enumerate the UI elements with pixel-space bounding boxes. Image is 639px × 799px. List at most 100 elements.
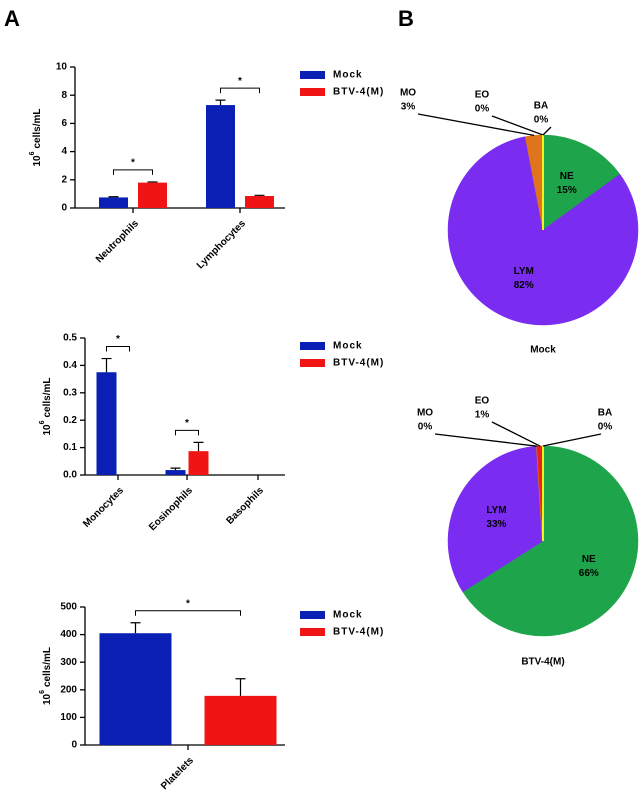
significance-label: * [238, 76, 242, 87]
bar [138, 182, 167, 208]
y-label-exponent: 6 [29, 151, 36, 155]
slice-value-label: 0% [534, 115, 549, 126]
pie-slice [542, 134, 621, 231]
slice-value-label: 66% [579, 568, 599, 579]
significance-bracket [106, 346, 130, 352]
error-bar [130, 622, 141, 634]
error-bar [193, 441, 204, 452]
y-tick-label: 0.4 [63, 360, 77, 371]
legend-swatch [300, 611, 325, 619]
y-tick-label: 0.5 [63, 333, 77, 344]
legend-label: Mock [333, 70, 363, 81]
slice-value-label: 1% [475, 410, 490, 421]
significance-bracket [135, 610, 241, 616]
leader-line [434, 433, 538, 447]
y-tick-label: 4 [61, 146, 67, 157]
y-tick-label: 10 [56, 62, 68, 73]
pie-slice [447, 445, 544, 593]
slice-category: NE [560, 171, 574, 182]
bar [96, 372, 117, 475]
slice-category: MO [400, 88, 416, 99]
bar [245, 196, 274, 208]
y-label-unit: cells/mL [32, 108, 43, 148]
legend-swatch [300, 88, 325, 96]
x-tick-label: Eosinophils [147, 485, 195, 533]
error-bar [235, 678, 246, 696]
y-tick-label: 300 [60, 657, 77, 668]
legend-label: BTV-4(M) [333, 358, 384, 369]
error-bar [147, 181, 158, 183]
pie-title: BTV-4(M) [521, 657, 564, 668]
y-tick-label: 0.1 [63, 442, 77, 453]
significance-label: * [131, 158, 135, 169]
y-tick-label: 0 [71, 740, 77, 751]
leader-line [542, 433, 602, 447]
x-tick-label: Basophils [224, 485, 266, 527]
legend-swatch [300, 71, 325, 79]
x-tick-label: Neutrophils [94, 218, 141, 265]
y-label-base: 10 [42, 424, 53, 436]
bar [99, 197, 128, 208]
bar [206, 105, 235, 208]
bar [188, 451, 209, 475]
slice-category: EO [475, 90, 490, 101]
leader-line [417, 113, 535, 137]
error-bar [101, 357, 112, 373]
y-label-exponent: 6 [39, 690, 46, 694]
legend-label: BTV-4(M) [333, 87, 384, 98]
bar [99, 633, 172, 745]
x-tick-label: Monocytes [81, 485, 126, 530]
significance-label: * [185, 418, 189, 429]
slice-category: LYM [486, 505, 506, 516]
pie-slice [462, 445, 639, 637]
leader-line [491, 115, 544, 136]
y-tick-label: 100 [60, 712, 77, 723]
y-tick-label: 200 [60, 684, 77, 695]
y-tick-label: 8 [61, 90, 67, 101]
y-label-exponent: 6 [39, 420, 46, 424]
y-label-base: 10 [32, 155, 43, 167]
panel-label: B [398, 6, 414, 31]
slice-category: BA [534, 101, 548, 112]
x-tick-label: Lymphocytes [195, 218, 248, 271]
y-axis-label: 106 cells/mL [29, 108, 43, 166]
slice-value-label: 0% [418, 422, 433, 433]
slice-value-label: 3% [401, 102, 416, 113]
significance-bracket [220, 87, 260, 94]
slice-value-label: 15% [557, 185, 577, 196]
y-axis-label: 106 cells/mL [39, 377, 53, 435]
significance-bracket [175, 429, 199, 436]
slice-category: EO [475, 396, 490, 407]
error-bar [108, 196, 119, 198]
bar [165, 470, 186, 475]
panel-label: A [4, 6, 20, 31]
y-tick-label: 0.3 [63, 387, 77, 398]
x-tick-label: Platelets [159, 755, 196, 792]
pie-slice [447, 136, 639, 326]
error-bar [254, 194, 265, 197]
legend-label: Mock [333, 341, 363, 352]
slice-value-label: 33% [486, 519, 506, 530]
bar [204, 695, 277, 745]
y-tick-label: 0.2 [63, 415, 77, 426]
slice-value-label: 0% [475, 104, 490, 115]
y-tick-label: 0 [61, 203, 67, 214]
error-bar [215, 99, 226, 106]
y-label-base: 10 [42, 693, 53, 705]
y-axis-label: 106 cells/mL [39, 647, 53, 705]
leader-line [491, 421, 541, 447]
legend-label: Mock [333, 610, 363, 621]
y-tick-label: 6 [61, 118, 67, 129]
slice-value-label: 0% [598, 422, 613, 433]
y-tick-label: 500 [60, 602, 77, 613]
slice-category: BA [598, 408, 612, 419]
legend-swatch [300, 628, 325, 636]
significance-bracket [113, 169, 153, 175]
significance-label: * [116, 334, 120, 345]
y-label-unit: cells/mL [42, 377, 53, 417]
y-label-unit: cells/mL [42, 647, 53, 687]
pie-title: Mock [530, 345, 556, 356]
slice-value-label: 82% [514, 280, 534, 291]
